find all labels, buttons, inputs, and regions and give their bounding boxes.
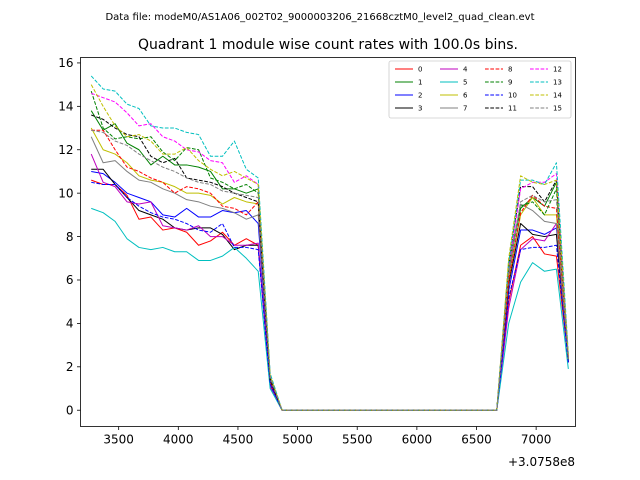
legend-label-8: 8 bbox=[508, 66, 512, 74]
x-offset-label: +3.0758e8 bbox=[508, 455, 575, 469]
series-layer bbox=[90, 75, 569, 411]
series-line-7 bbox=[90, 136, 569, 411]
y-tick-label: 12 bbox=[58, 143, 73, 157]
x-tick-label: 6500 bbox=[461, 433, 492, 447]
series-line-12 bbox=[91, 92, 569, 411]
legend-label-14: 14 bbox=[553, 92, 562, 100]
series-line-8 bbox=[91, 129, 569, 411]
legend-label-2: 2 bbox=[418, 92, 422, 100]
series-line-11 bbox=[91, 114, 569, 411]
x-tick-label: 5500 bbox=[342, 433, 373, 447]
series-line-14 bbox=[90, 84, 569, 411]
chart-title: Quadrant 1 module wise count rates with … bbox=[138, 37, 518, 53]
x-tick-label: 6000 bbox=[402, 433, 433, 447]
series-line-13 bbox=[90, 75, 569, 411]
y-tick-label: 2 bbox=[66, 360, 74, 374]
legend-label-5: 5 bbox=[463, 79, 467, 87]
series-line-9 bbox=[90, 90, 569, 411]
y-tick-label: 4 bbox=[66, 317, 74, 331]
legend-label-11: 11 bbox=[508, 105, 517, 113]
legend-label-3: 3 bbox=[418, 105, 422, 113]
x-tick-label: 5000 bbox=[282, 433, 313, 447]
series-line-2 bbox=[91, 170, 569, 411]
legend-label-10: 10 bbox=[508, 92, 517, 100]
x-tick-label: 4500 bbox=[223, 433, 254, 447]
y-tick-label: 10 bbox=[58, 186, 73, 200]
legend-label-15: 15 bbox=[553, 105, 562, 113]
series-line-5 bbox=[91, 207, 569, 411]
y-tick-label: 6 bbox=[66, 273, 74, 287]
plot-area-frame bbox=[80, 57, 576, 427]
series-line-15 bbox=[91, 129, 569, 411]
x-tick-label: 4000 bbox=[163, 433, 194, 447]
legend-label-13: 13 bbox=[553, 79, 562, 87]
x-tick-label: 7000 bbox=[521, 433, 552, 447]
series-line-6 bbox=[90, 127, 569, 411]
chart-suptitle: Data file: modeM0/AS1A06_002T02_90000032… bbox=[105, 12, 534, 23]
y-tick-label: 8 bbox=[66, 230, 74, 244]
legend-frame bbox=[388, 60, 572, 119]
series-line-4 bbox=[90, 153, 569, 411]
legend-label-7: 7 bbox=[463, 105, 467, 113]
series-line-1 bbox=[90, 110, 569, 411]
x-axis: 3500 4000 4500 5000 5500 6000 6500 7000 bbox=[103, 426, 552, 447]
y-tick-label: 0 bbox=[66, 403, 74, 417]
series-line-3 bbox=[91, 168, 569, 411]
y-tick-label: 16 bbox=[58, 56, 73, 70]
x-tick-label: 3500 bbox=[103, 433, 134, 447]
y-tick-label: 14 bbox=[58, 100, 73, 114]
legend-label-9: 9 bbox=[508, 79, 512, 87]
series-line-0 bbox=[91, 179, 569, 411]
legend-label-6: 6 bbox=[463, 92, 468, 100]
series-line-10 bbox=[91, 181, 569, 411]
legend-label-0: 0 bbox=[418, 66, 422, 74]
y-axis: 0 2 4 6 8 10 12 14 16 bbox=[58, 56, 81, 417]
legend-label-1: 1 bbox=[418, 79, 422, 87]
legend-label-12: 12 bbox=[553, 66, 562, 74]
legend-label-4: 4 bbox=[463, 66, 468, 74]
